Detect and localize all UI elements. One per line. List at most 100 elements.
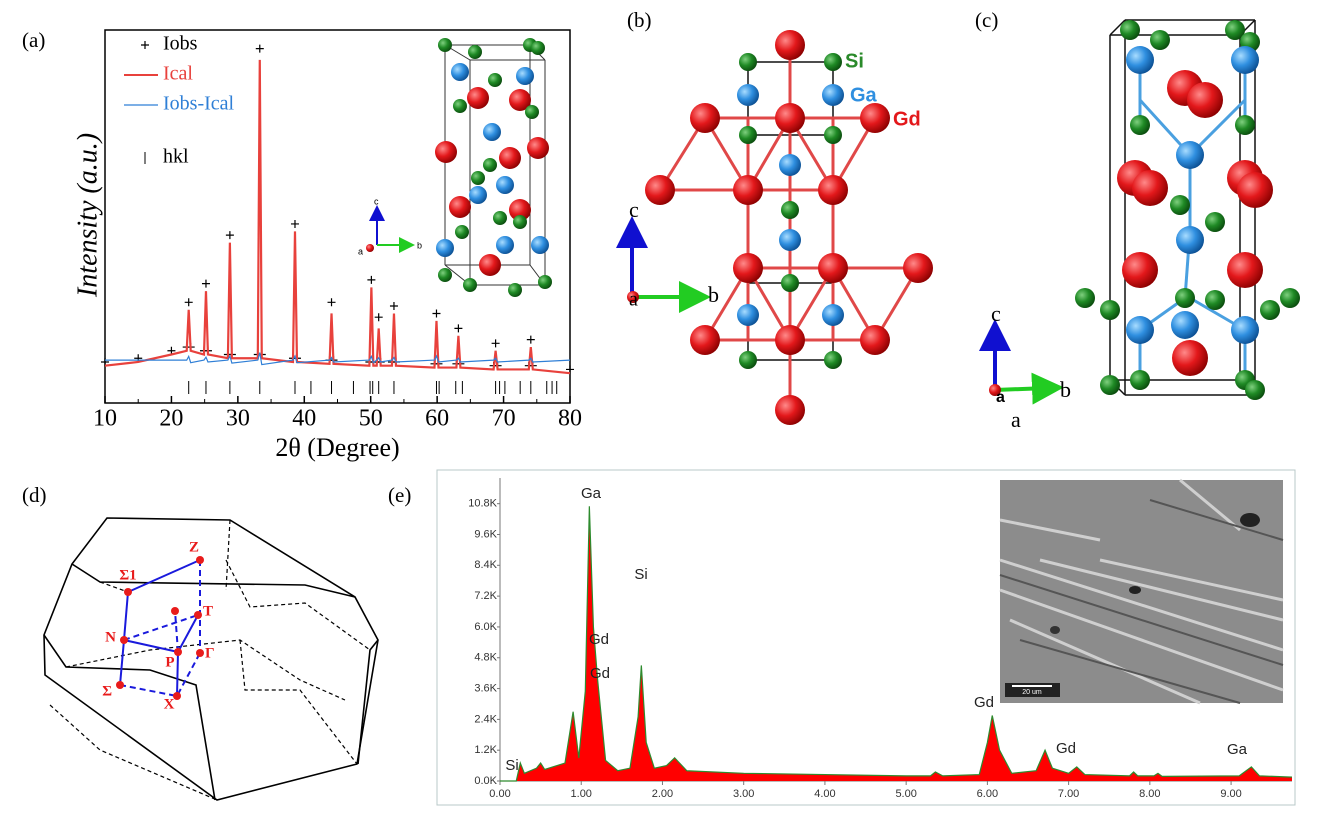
atom bbox=[1130, 370, 1150, 390]
atom bbox=[733, 175, 763, 205]
atom bbox=[1280, 288, 1300, 308]
atom bbox=[455, 225, 469, 239]
brillouin-zone-edges bbox=[43, 517, 379, 801]
label: (b) bbox=[627, 8, 652, 32]
label: c bbox=[629, 197, 639, 222]
atom bbox=[435, 141, 457, 163]
label: Σ1 bbox=[119, 567, 136, 583]
data-point bbox=[367, 275, 376, 284]
x-tick-label: 60 bbox=[425, 406, 449, 432]
atom bbox=[436, 239, 454, 257]
atom bbox=[1172, 340, 1208, 376]
atom bbox=[483, 158, 497, 172]
x-tick-label: 5.00 bbox=[895, 788, 916, 800]
peak-label: Gd bbox=[590, 665, 610, 682]
y-tick-label: 7.2K bbox=[474, 590, 497, 602]
atom bbox=[1130, 115, 1150, 135]
label: (c) bbox=[975, 8, 998, 32]
atom bbox=[1171, 311, 1199, 339]
x-tick-label: 9.00 bbox=[1220, 788, 1241, 800]
legend-label: Iobs bbox=[163, 33, 198, 55]
legend-marker bbox=[141, 41, 149, 49]
x-axis-label: 2θ (Degree) bbox=[275, 433, 399, 462]
atom bbox=[781, 201, 799, 219]
atom bbox=[1205, 290, 1225, 310]
atom bbox=[737, 84, 759, 106]
x-tick-label: 0.00 bbox=[489, 788, 510, 800]
x-tick-label: 40 bbox=[292, 406, 316, 432]
label: T bbox=[203, 603, 213, 619]
atom bbox=[516, 67, 534, 85]
atom bbox=[860, 325, 890, 355]
atom bbox=[449, 196, 471, 218]
bz-point bbox=[120, 636, 128, 644]
atom bbox=[824, 126, 842, 144]
atom bbox=[1122, 252, 1158, 288]
x-tick-label: 20 bbox=[159, 406, 183, 432]
atom bbox=[451, 63, 469, 81]
atom bbox=[438, 268, 452, 282]
label: a bbox=[996, 389, 1005, 406]
data-point bbox=[201, 279, 210, 288]
peak-label: Si bbox=[505, 757, 518, 774]
atom bbox=[822, 84, 844, 106]
data-point bbox=[225, 231, 234, 240]
peak-label: Ga bbox=[1227, 741, 1248, 758]
bz-point bbox=[174, 648, 182, 656]
label: N bbox=[105, 629, 116, 645]
data-point bbox=[290, 219, 299, 228]
atom bbox=[775, 103, 805, 133]
peak-label: Gd bbox=[589, 631, 609, 648]
y-tick-label: 6.0K bbox=[474, 621, 497, 633]
atom bbox=[775, 325, 805, 355]
legend-label: Iobs-Ical bbox=[163, 93, 235, 115]
atom bbox=[471, 171, 485, 185]
x-tick-label: 50 bbox=[359, 406, 383, 432]
x-tick-label: 80 bbox=[558, 406, 582, 432]
atom bbox=[1227, 252, 1263, 288]
atom bbox=[822, 304, 844, 326]
atom bbox=[1075, 288, 1095, 308]
bz-point bbox=[196, 649, 204, 657]
data-point bbox=[184, 298, 193, 307]
label: Σ bbox=[102, 683, 112, 699]
bz-point bbox=[196, 556, 204, 564]
atom bbox=[1245, 380, 1265, 400]
atom bbox=[438, 38, 452, 52]
atom bbox=[527, 137, 549, 159]
label: (d) bbox=[22, 483, 47, 507]
bz-point bbox=[124, 588, 132, 596]
bz-point bbox=[171, 607, 179, 615]
label: P bbox=[165, 654, 174, 670]
y-tick-label: 0.0K bbox=[474, 775, 497, 787]
atom bbox=[1120, 20, 1140, 40]
label: Ga bbox=[850, 84, 878, 106]
atom bbox=[818, 253, 848, 283]
label: Γ bbox=[205, 645, 215, 661]
atom bbox=[1126, 46, 1154, 74]
atom bbox=[463, 278, 477, 292]
panel-frame bbox=[436, 469, 1296, 806]
atom bbox=[1176, 226, 1204, 254]
label: b bbox=[708, 282, 719, 307]
atom bbox=[483, 123, 501, 141]
data-point bbox=[526, 335, 535, 344]
label: Z bbox=[189, 539, 199, 555]
peak-label: Si bbox=[634, 566, 647, 583]
y-tick-label: 10.8K bbox=[468, 498, 497, 510]
x-tick-label: 6.00 bbox=[977, 788, 998, 800]
data-point bbox=[327, 298, 336, 307]
axis-arrow bbox=[994, 372, 1064, 405]
atom bbox=[496, 176, 514, 194]
y-tick-label: 2.4K bbox=[474, 713, 497, 725]
atom bbox=[627, 291, 639, 303]
atom bbox=[1187, 82, 1223, 118]
atom bbox=[496, 236, 514, 254]
atom bbox=[366, 244, 374, 252]
y-tick-label: 4.8K bbox=[474, 652, 497, 664]
label: (e) bbox=[388, 483, 411, 507]
label: a bbox=[1011, 407, 1021, 432]
atom bbox=[818, 175, 848, 205]
atom bbox=[1231, 46, 1259, 74]
